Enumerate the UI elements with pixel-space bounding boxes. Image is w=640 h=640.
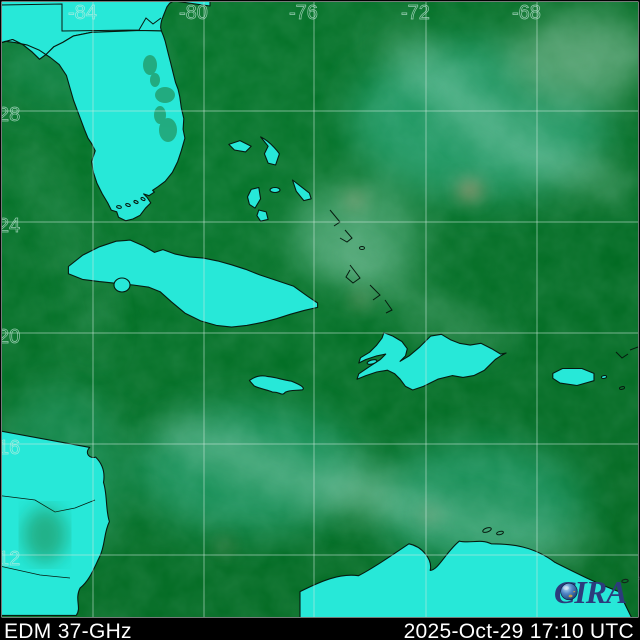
svg-text:-68: -68 [512, 2, 541, 24]
svg-text:28: 28 [0, 104, 20, 126]
svg-text:-72: -72 [401, 2, 430, 24]
svg-text:-84: -84 [68, 2, 97, 24]
svg-text:-80: -80 [179, 2, 208, 24]
svg-text:12: 12 [0, 548, 20, 570]
svg-text:20: 20 [0, 326, 20, 348]
svg-text:-76: -76 [289, 2, 318, 24]
svg-text:24: 24 [0, 215, 20, 237]
svg-text:16: 16 [0, 437, 20, 459]
